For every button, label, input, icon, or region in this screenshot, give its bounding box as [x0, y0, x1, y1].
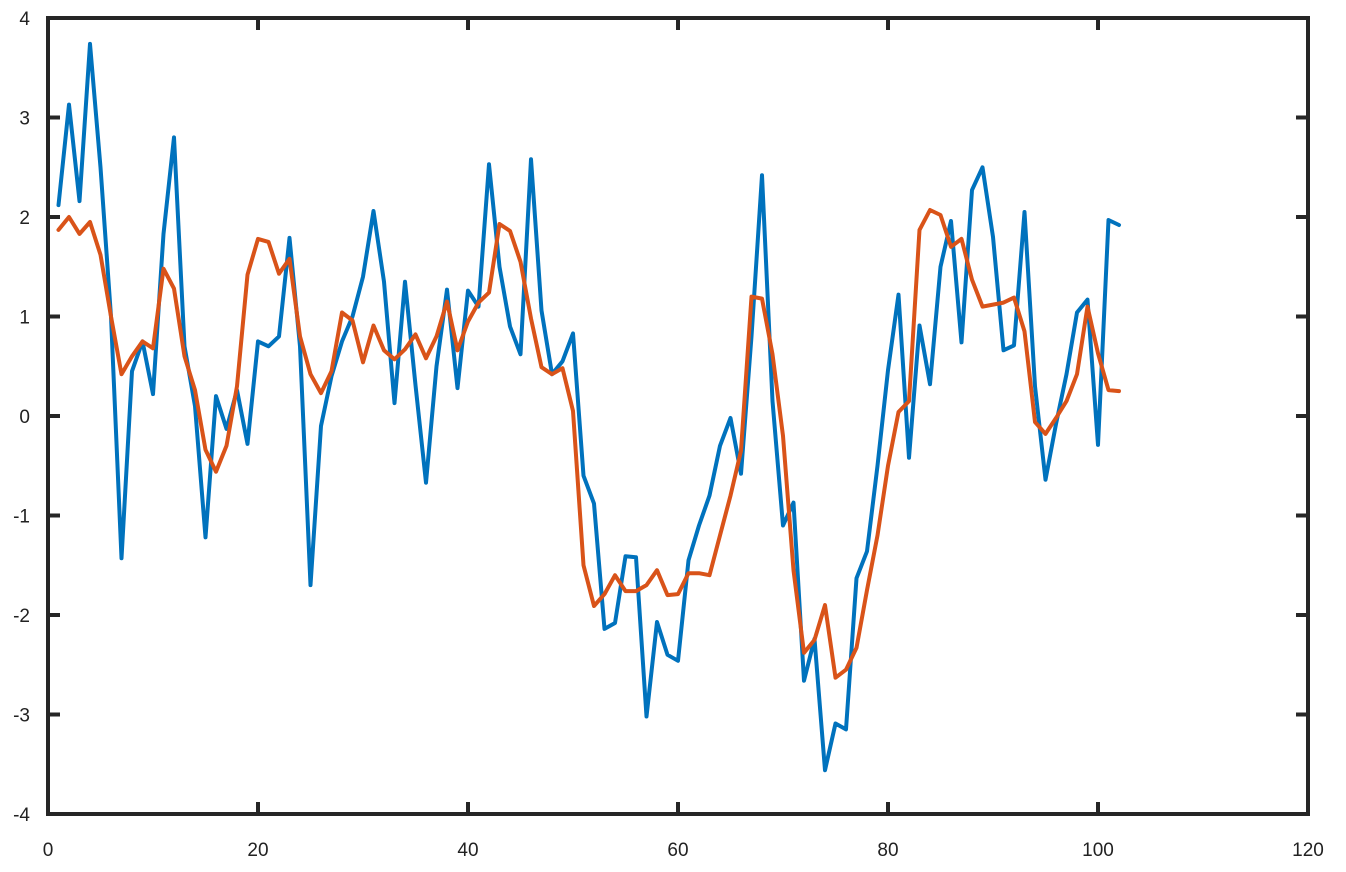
y-tick-label: 4 — [19, 9, 30, 30]
y-tick-label: 0 — [19, 407, 30, 428]
x-tick-label: 60 — [667, 840, 688, 861]
x-tick-label: 100 — [1082, 840, 1114, 861]
y-tick-label: 2 — [19, 208, 30, 229]
x-tick-label: 0 — [43, 840, 54, 861]
y-tick-label: -4 — [13, 805, 30, 826]
x-tick-label: 80 — [877, 840, 898, 861]
label-layer: 0 20 40 60 80 100 120 -4 -3 -2 -1 0 1 2 3 4 — [13, 9, 1324, 861]
y-tick-label: 3 — [19, 109, 30, 130]
series-line-2 — [56, 208, 1121, 680]
tick-layer — [46, 16, 1310, 816]
x-tick-label: 40 — [457, 840, 478, 861]
series-layer — [56, 41, 1121, 773]
series-line-1 — [56, 41, 1121, 773]
y-tick-label: -2 — [13, 606, 30, 627]
x-tick-label: 120 — [1292, 840, 1324, 861]
x-tick-label: 20 — [247, 840, 268, 861]
y-tick-label: 1 — [19, 308, 30, 329]
plot-frame — [46, 16, 1310, 816]
y-tick-label: -1 — [13, 507, 30, 528]
y-tick-label: -3 — [13, 706, 30, 727]
